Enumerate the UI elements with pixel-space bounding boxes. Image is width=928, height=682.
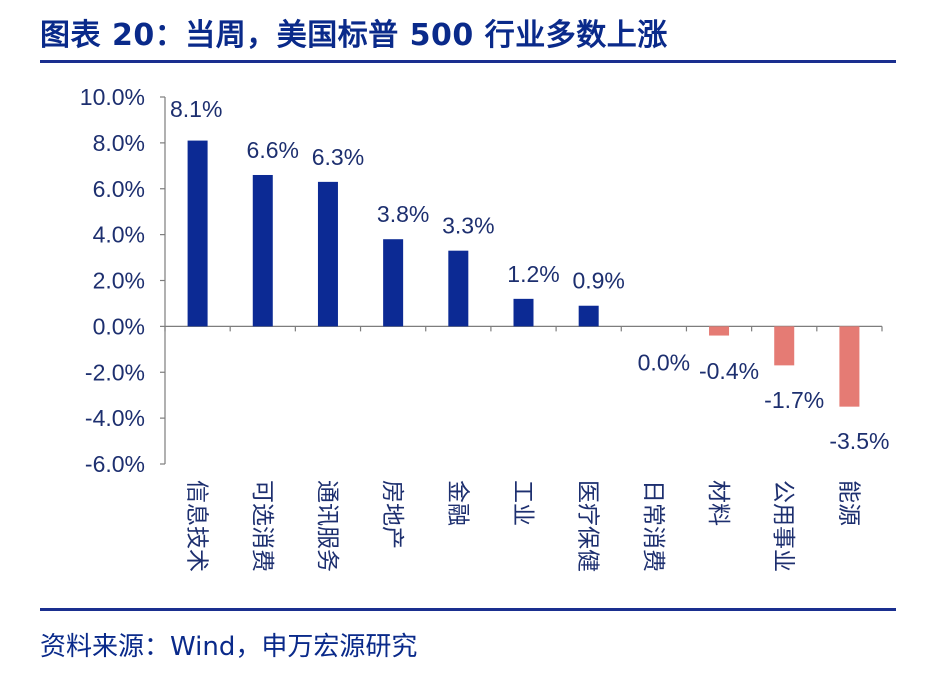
y-tick-label: 2.0% [93, 268, 145, 294]
category-label: 材料 [706, 480, 732, 526]
chart-title: 图表 20：当周，美国标普 500 行业多数上涨 [40, 18, 668, 53]
bar [709, 326, 730, 336]
bar [839, 326, 860, 407]
bar [383, 239, 404, 327]
y-tick-label: 6.0% [93, 176, 145, 202]
bar [448, 250, 469, 327]
bar [774, 326, 795, 366]
y-tick-label: -6.0% [85, 451, 145, 477]
data-labels: 8.1% 6.6% 6.3% 3.8% 3.3% 1.2% 0.9% 0.0% -0.4%-1.… [170, 96, 889, 454]
data-label: 3.8% [377, 201, 429, 227]
data-label: 0.9% [572, 268, 624, 294]
y-axis: 10.0% 8.0% 6.0% 4.0% 2.0% 0.0% -2.0% -4.0% -6.0% [80, 84, 166, 477]
category-label: 信息技术 [185, 480, 211, 572]
y-tick-label: 0.0% [93, 313, 145, 339]
data-label: -1.7% [764, 387, 824, 413]
bar [252, 174, 273, 327]
category-label: 工业 [511, 480, 537, 526]
y-tick-label: -4.0% [85, 405, 145, 431]
bar [513, 298, 534, 327]
data-label: 6.3% [312, 144, 364, 170]
category-labels: 信息技术 可选消费 通讯服务 房地产 金融 工业 医疗保健 日常消费 材料 公用事业 能源 [185, 480, 863, 572]
data-label: 3.3% [442, 213, 494, 239]
y-tick-label: 4.0% [93, 222, 145, 248]
bars [187, 140, 860, 407]
title-divider [40, 60, 896, 63]
category-label: 公用事业 [771, 480, 797, 572]
category-label: 能源 [836, 480, 862, 526]
category-label: 可选消费 [250, 480, 276, 572]
data-label: 8.1% [170, 96, 222, 122]
data-label: 1.2% [507, 261, 559, 287]
bar-chart: 10.0% 8.0% 6.0% 4.0% 2.0% 0.0% -2.0% -4.0% -6.0%… [80, 84, 890, 572]
data-label: 0.0% [638, 349, 690, 375]
y-tick-label: -2.0% [85, 359, 145, 385]
data-label: 6.6% [247, 137, 299, 163]
data-label: -0.4% [699, 358, 759, 384]
y-tick-label: 10.0% [80, 84, 145, 110]
bar [578, 305, 599, 327]
y-tick-label: 8.0% [93, 130, 145, 156]
category-label: 房地产 [380, 480, 406, 549]
footer-divider [40, 608, 896, 611]
category-label: 通讯服务 [315, 480, 341, 572]
category-label: 医疗保健 [576, 480, 602, 572]
bar [187, 140, 208, 327]
category-label: 金融 [445, 480, 471, 526]
data-label: -3.5% [829, 428, 889, 454]
bar [317, 181, 338, 327]
category-label: 日常消费 [641, 480, 667, 572]
source-note: 资料来源：Wind，申万宏源研究 [40, 632, 418, 662]
